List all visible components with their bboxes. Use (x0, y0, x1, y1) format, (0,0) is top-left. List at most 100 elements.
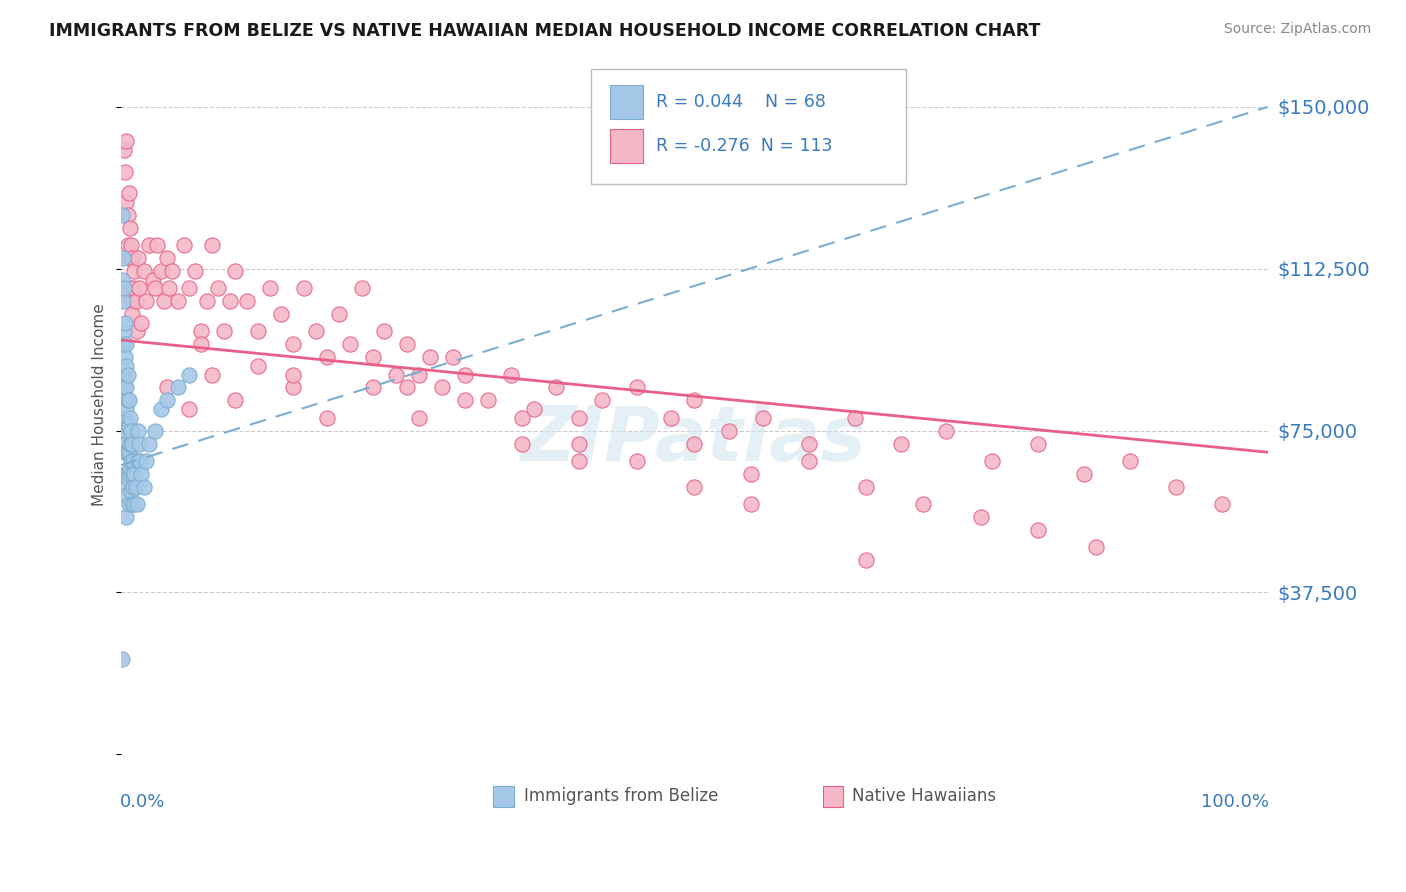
Point (1073, 467, 1095, 481)
Point (118, 497, 141, 511)
Point (890, 436, 912, 450)
Text: ZIPatlas: ZIPatlas (522, 402, 868, 476)
Point (1026, 523, 1049, 537)
Point (281, 337, 304, 351)
Point (124, 497, 146, 511)
Point (270, 307, 292, 321)
Point (114, 436, 136, 450)
Point (167, 380, 190, 394)
Point (385, 368, 408, 382)
Point (112, 143, 135, 157)
Point (236, 294, 259, 309)
Text: 0.0%: 0.0% (120, 793, 165, 811)
Point (155, 380, 177, 394)
Point (112, 324, 135, 338)
Point (122, 454, 145, 468)
Point (115, 510, 138, 524)
Point (127, 454, 149, 468)
Point (118, 410, 141, 425)
Point (247, 324, 270, 338)
FancyBboxPatch shape (591, 69, 907, 185)
Point (128, 281, 150, 295)
Point (1026, 436, 1049, 450)
Point (195, 294, 218, 309)
Point (111, 380, 134, 394)
Text: Immigrants from Belize: Immigrants from Belize (524, 788, 718, 805)
Point (155, 251, 177, 265)
Point (683, 436, 706, 450)
Point (115, 467, 138, 481)
Point (129, 454, 152, 468)
Point (138, 238, 160, 252)
Point (568, 436, 591, 450)
Point (115, 424, 138, 438)
Point (153, 294, 176, 309)
Point (626, 380, 648, 394)
Point (752, 410, 775, 425)
Point (316, 351, 339, 365)
Point (339, 337, 361, 351)
Point (114, 351, 136, 365)
Point (127, 251, 149, 265)
Text: IMMIGRANTS FROM BELIZE VS NATIVE HAWAIIAN MEDIAN HOUSEHOLD INCOME CORRELATION CH: IMMIGRANTS FROM BELIZE VS NATIVE HAWAIIA… (49, 22, 1040, 40)
Point (135, 454, 157, 468)
Point (454, 368, 477, 382)
Point (112, 281, 135, 295)
Point (316, 410, 339, 425)
Point (112, 445, 135, 459)
Point (591, 393, 613, 408)
Point (855, 480, 877, 494)
Point (124, 480, 146, 494)
Text: Source: ZipAtlas.com: Source: ZipAtlas.com (1223, 22, 1371, 37)
Point (124, 264, 146, 278)
Point (912, 497, 935, 511)
Point (844, 410, 866, 425)
Point (120, 484, 142, 499)
Point (970, 510, 993, 524)
Point (117, 419, 139, 434)
Text: R = 0.044    N = 68: R = 0.044 N = 68 (657, 93, 827, 111)
Point (173, 238, 195, 252)
Point (419, 351, 441, 365)
Point (683, 480, 706, 494)
Point (112, 368, 135, 382)
Point (281, 380, 304, 394)
Point (111, 251, 134, 265)
Point (111, 652, 134, 666)
Point (190, 324, 212, 338)
Point (118, 419, 141, 434)
Point (162, 264, 184, 278)
Point (201, 238, 224, 252)
Point (114, 164, 136, 178)
Point (1211, 497, 1233, 511)
Point (157, 281, 180, 295)
Point (224, 264, 246, 278)
Point (568, 454, 591, 468)
Point (115, 194, 138, 209)
Point (396, 337, 419, 351)
Point (125, 324, 148, 338)
Point (135, 294, 157, 309)
Point (118, 220, 141, 235)
Point (121, 436, 143, 450)
Point (143, 424, 166, 438)
Point (114, 380, 136, 394)
Point (124, 467, 146, 481)
Text: Native Hawaiians: Native Hawaiians (852, 788, 997, 805)
Point (568, 410, 591, 425)
FancyBboxPatch shape (823, 786, 844, 806)
Point (131, 316, 153, 330)
Point (124, 294, 146, 309)
Point (408, 410, 430, 425)
Point (115, 445, 138, 459)
Point (118, 445, 141, 459)
FancyBboxPatch shape (610, 129, 643, 163)
Point (797, 436, 820, 450)
Point (510, 436, 533, 450)
Point (190, 337, 212, 351)
Point (626, 454, 648, 468)
Point (120, 238, 142, 252)
Point (121, 497, 143, 511)
FancyBboxPatch shape (494, 786, 515, 806)
Point (127, 424, 149, 438)
